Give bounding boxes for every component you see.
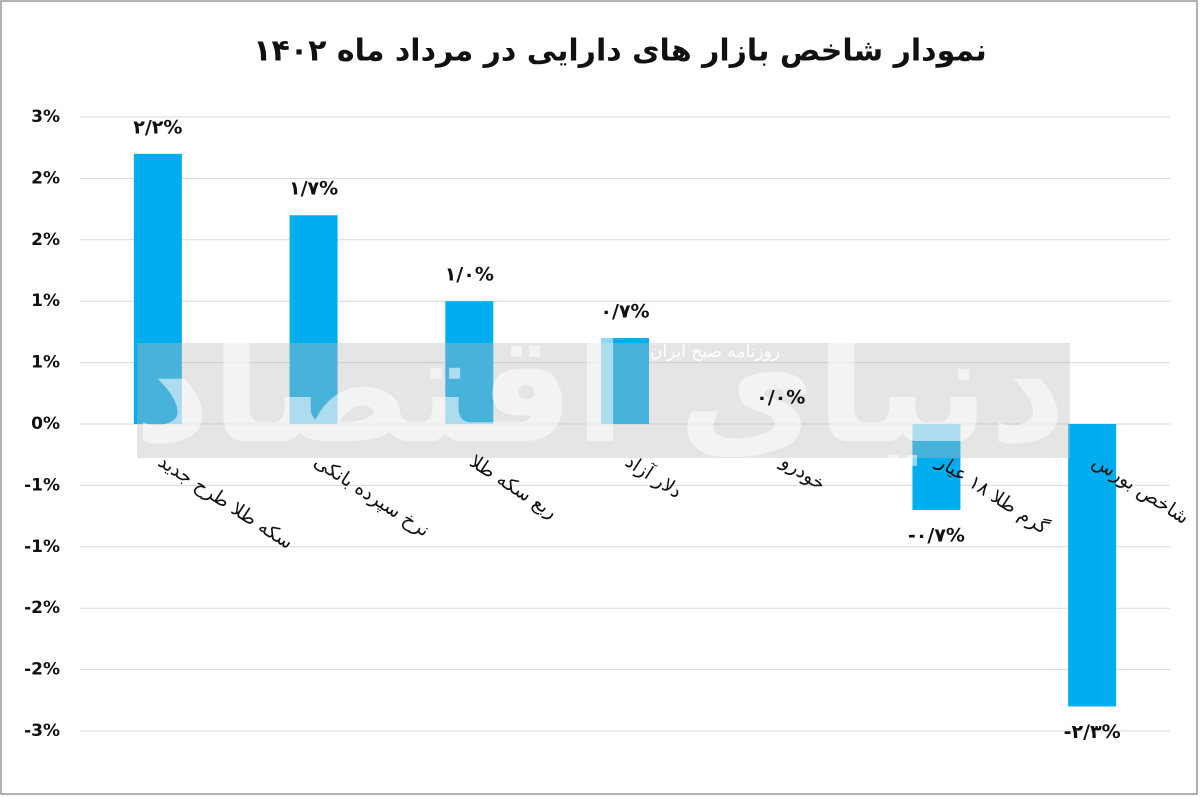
- grid: [80, 116, 1170, 732]
- value-label: ۱/۰%: [445, 264, 494, 286]
- y-tick-label: 3%: [31, 107, 60, 127]
- y-tick-label: -3%: [24, 721, 60, 741]
- value-label: -۰/۷%: [908, 524, 965, 546]
- bars: [133, 153, 1117, 707]
- value-label: ۰/۰%: [756, 387, 805, 409]
- y-tick-label: -1%: [24, 475, 60, 495]
- value-label: -۲/۳%: [1064, 721, 1121, 743]
- bar: [445, 301, 494, 424]
- y-tick-label: 1%: [31, 291, 60, 311]
- value-label: ۰/۷%: [600, 301, 649, 323]
- bar: [912, 424, 961, 510]
- y-tick-label: -1%: [24, 537, 60, 557]
- y-tick-label: 2%: [31, 230, 60, 250]
- bar: [289, 215, 338, 424]
- value-label: ۱/۷%: [289, 178, 338, 200]
- y-tick-label: 0%: [31, 414, 60, 434]
- bar: [133, 153, 182, 424]
- watermark-sub: روزنامه صبح ایران: [650, 342, 780, 362]
- y-tick-label: 1%: [31, 353, 60, 373]
- watermark-band: [137, 343, 1070, 458]
- y-tick-label: -2%: [24, 660, 60, 680]
- chart-title: نمودار شاخص بازار های دارایی در مرداد ما…: [253, 34, 987, 69]
- value-label: ۲/۲%: [133, 116, 182, 138]
- bar: [601, 338, 649, 424]
- watermark: دنیای اقتصاد: [134, 303, 1067, 477]
- bar: [1068, 424, 1117, 707]
- y-tick-label: 2%: [31, 168, 60, 188]
- y-tick-label: -2%: [24, 598, 60, 618]
